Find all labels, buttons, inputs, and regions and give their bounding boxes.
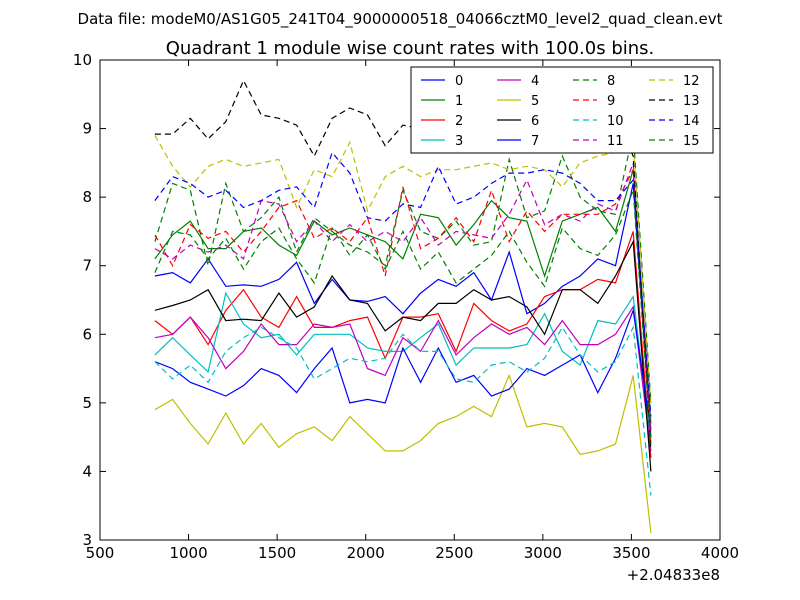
legend-label-11: 11 <box>607 134 624 149</box>
legend-label-8: 8 <box>607 74 615 89</box>
legend-label-5: 5 <box>531 94 539 109</box>
series-line-12 <box>154 135 652 407</box>
y-tick-label: 10 <box>73 51 92 69</box>
x-tick-label: 3500 <box>612 544 650 562</box>
legend-label-6: 6 <box>531 114 539 129</box>
legend-label-15: 15 <box>683 134 700 149</box>
series-line-11 <box>154 162 652 431</box>
x-offset-label: +2.04833e8 <box>627 566 720 584</box>
y-tick-label: 3 <box>82 531 92 549</box>
y-tick-label: 7 <box>82 257 92 275</box>
x-tick-label: 2000 <box>347 544 385 562</box>
x-tick-label: 500 <box>86 544 115 562</box>
legend-box <box>410 66 714 154</box>
x-tick-label: 2500 <box>435 544 473 562</box>
legend-label-1: 1 <box>455 94 463 109</box>
x-axis: 500 1000 1500 2000 2500 3000 3500 4000 <box>86 60 739 562</box>
series-line-1 <box>154 169 652 424</box>
series-line-8 <box>154 131 652 403</box>
x-tick-label: 4000 <box>701 544 739 562</box>
y-tick-label: 4 <box>82 462 92 480</box>
series-line-13 <box>154 79 652 451</box>
chart-title: Quadrant 1 module wise count rates with … <box>166 38 655 59</box>
legend-label-0: 0 <box>455 74 463 89</box>
series-line-2 <box>154 231 652 458</box>
series-line-5 <box>154 373 652 534</box>
data-file-label: Data file: modeM0/AS1G05_241T04_90000005… <box>78 10 723 29</box>
legend-label-12: 12 <box>683 74 700 89</box>
legend-label-4: 4 <box>531 74 539 89</box>
x-tick-label: 3000 <box>524 544 562 562</box>
series-line-9 <box>154 167 652 445</box>
y-tick-label: 5 <box>82 394 92 412</box>
y-tick-label: 9 <box>82 120 92 138</box>
legend-label-3: 3 <box>455 134 463 149</box>
series-line-14 <box>154 151 652 417</box>
x-tick-label: 1500 <box>258 544 296 562</box>
y-tick-label: 8 <box>82 188 92 206</box>
legend-label-7: 7 <box>531 134 539 149</box>
series-line-0 <box>154 183 652 438</box>
plot-frame <box>99 59 721 541</box>
x-tick-label: 1000 <box>169 544 207 562</box>
legend-label-9: 9 <box>607 94 615 109</box>
series-line-15 <box>154 190 652 445</box>
legend-label-14: 14 <box>683 114 700 129</box>
plot-series <box>154 79 652 534</box>
series-line-7 <box>154 310 652 431</box>
legend-label-2: 2 <box>455 114 463 129</box>
series-line-4 <box>154 305 652 451</box>
series-line-3 <box>154 291 652 445</box>
legend-label-10: 10 <box>607 114 624 129</box>
legend-label-13: 13 <box>683 94 700 109</box>
series-line-6 <box>154 239 652 472</box>
y-tick-label: 6 <box>82 325 92 343</box>
series-line-10 <box>154 325 652 496</box>
